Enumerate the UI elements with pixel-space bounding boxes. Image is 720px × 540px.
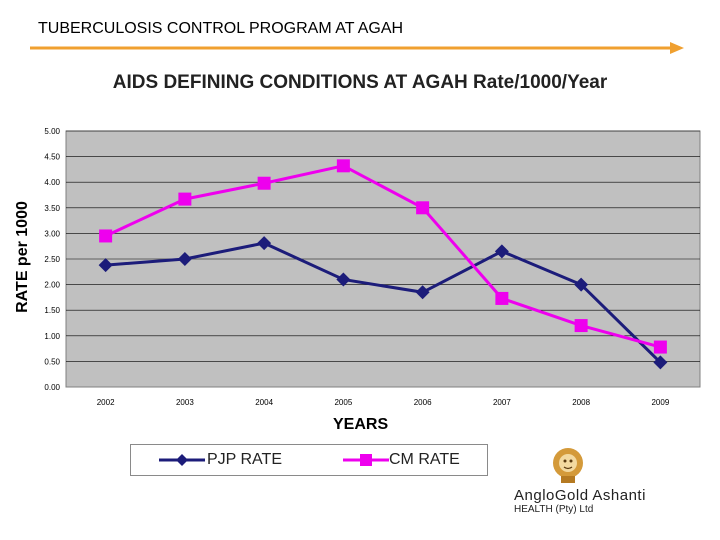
cm-rate-point xyxy=(653,340,667,354)
x-tick-label: 2004 xyxy=(255,398,273,407)
y-tick-label: 5.00 xyxy=(44,127,60,136)
pjp-rate-point xyxy=(494,244,509,259)
cm-rate-point xyxy=(99,229,113,243)
pjp-rate-line xyxy=(105,241,662,364)
x-axis-title: YEARS xyxy=(333,416,389,433)
y-tick-label: 2.00 xyxy=(44,281,60,290)
pjp-legend-symbol xyxy=(159,454,205,466)
cm-rate-line xyxy=(104,164,661,349)
y-tick-label: 4.50 xyxy=(44,153,60,162)
cm-rate-point xyxy=(416,201,430,215)
chart-title: AIDS DEFINING CONDITIONS AT AGAH Rate/10… xyxy=(112,72,608,93)
x-tick-label: 2003 xyxy=(176,398,194,407)
cm-rate-point xyxy=(336,159,350,173)
pjp-rate-point xyxy=(653,355,668,370)
lion-icon xyxy=(553,448,583,483)
cm-rate-point xyxy=(495,291,509,305)
pjp-rate-point xyxy=(98,258,113,273)
y-tick-label: 3.00 xyxy=(44,229,60,238)
y-tick-label: 1.00 xyxy=(44,332,60,341)
brand-subtitle: HEALTH (Pty) Ltd xyxy=(514,504,594,515)
cm-rate-point xyxy=(574,319,588,333)
x-tick-label: 2009 xyxy=(651,398,669,407)
pjp-rate-point xyxy=(574,277,589,292)
y-tick-label: 3.50 xyxy=(44,204,60,213)
x-tick-label: 2005 xyxy=(334,398,352,407)
pjp-rate-point xyxy=(415,285,430,300)
y-tick-label: 0.00 xyxy=(44,383,60,392)
company-logo: AngloGold Ashanti HEALTH (Pty) Ltd xyxy=(510,445,715,520)
legend-label-pjp: PJP RATE xyxy=(207,451,282,468)
y-tick-label: 2.50 xyxy=(44,255,60,264)
cm-rate-point xyxy=(178,192,192,206)
cm-legend-symbol xyxy=(343,454,389,466)
y-tick-label: 1.50 xyxy=(44,306,60,315)
x-tick-label: 2002 xyxy=(97,398,115,407)
x-tick-label: 2007 xyxy=(493,398,511,407)
y-tick-label: 4.00 xyxy=(44,178,60,187)
cm-rate-point xyxy=(257,176,271,190)
y-axis-title: RATE per 1000 xyxy=(14,201,31,313)
x-tick-label: 2006 xyxy=(414,398,432,407)
legend-item-pjp: PJP RATE xyxy=(159,450,282,470)
legend-item-cm: CM RATE xyxy=(343,450,460,470)
brand-name: AngloGold Ashanti xyxy=(514,487,646,504)
legend-label-cm: CM RATE xyxy=(389,451,460,468)
x-tick-label: 2008 xyxy=(572,398,590,407)
pjp-rate-point xyxy=(177,252,192,266)
accent-arrow xyxy=(30,42,684,54)
slide-title: TUBERCULOSIS CONTROL PROGRAM AT AGAH xyxy=(38,20,404,37)
y-tick-label: 0.50 xyxy=(44,357,60,366)
pjp-rate-point xyxy=(336,272,351,287)
pjp-rate-point xyxy=(257,236,272,251)
legend: PJP RATE CM RATE xyxy=(130,444,488,476)
